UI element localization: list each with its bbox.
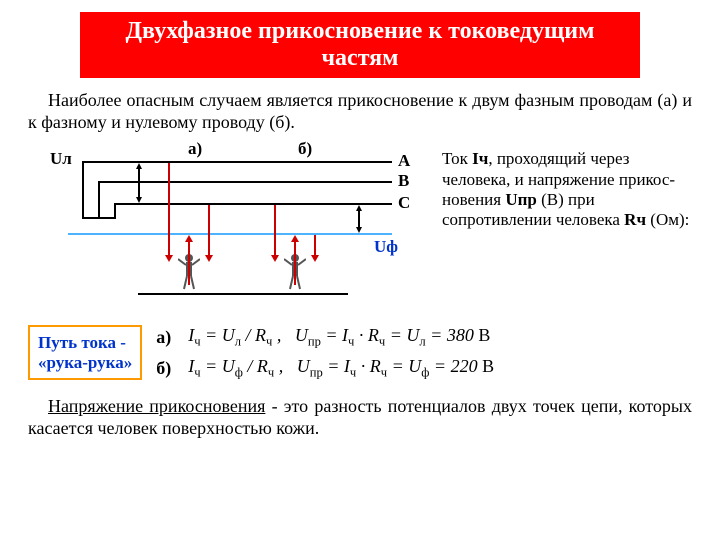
arrow-b-right <box>314 235 316 257</box>
path-l1: Путь тока - <box>38 333 132 353</box>
label-a: а) <box>188 139 202 159</box>
formula-a-eq: Iч = Uл / Rч , Uпр = Iч · Rч = Uл = 380 … <box>188 325 490 350</box>
side-p4: (Ом): <box>646 210 689 229</box>
path-l2: «рука-рука» <box>38 353 132 373</box>
formulas: а) Iч = Uл / Rч , Uпр = Iч · Rч = Uл = 3… <box>156 325 692 386</box>
wire-c <box>114 203 392 205</box>
dim-uf-up <box>356 205 362 211</box>
dim-ul-up <box>136 163 142 169</box>
wire-b <box>98 181 392 183</box>
definition-term: Напряжение прикосновения <box>48 396 265 416</box>
label-b: б) <box>298 139 312 159</box>
arrow-b-up-head <box>291 235 299 242</box>
definition: Напряжение прикосновения - это разность … <box>28 396 692 439</box>
formula-b: б) Iч = Uф / Rч , Uпр = Iч · Rч = Uф = 2… <box>156 356 692 381</box>
arrow-b-left <box>274 205 276 257</box>
arrow-a-up-head <box>185 235 193 242</box>
arrow-a-right-head <box>205 255 213 262</box>
arrow-a-left-head <box>165 255 173 262</box>
formulas-row: Путь тока - «рука-рука» а) Iч = Uл / Rч … <box>28 325 692 386</box>
label-ul: Uл <box>50 149 72 169</box>
arrow-b-left-head <box>271 255 279 262</box>
side-text: Ток Iч, проходящий через человека, и нап… <box>442 145 692 315</box>
arrow-a-right <box>208 205 210 257</box>
arrow-a-up <box>188 241 190 285</box>
formula-a-tag: а) <box>156 327 180 348</box>
wire-drop-b <box>98 181 100 217</box>
dim-ul-down <box>136 197 142 203</box>
label-C: C <box>398 193 410 213</box>
side-ich: Iч <box>472 149 488 168</box>
path-box: Путь тока - «рука-рука» <box>28 325 142 380</box>
label-uf: Uф <box>374 237 398 257</box>
side-p1: Ток <box>442 149 472 168</box>
side-upr: Uпр <box>505 190 537 209</box>
side-rch: Rч <box>624 210 646 229</box>
circuit-diagram: Uл а) б) A B C Uф <box>28 145 428 315</box>
dim-ul <box>138 165 140 199</box>
dim-uf-down <box>356 227 362 233</box>
arrow-a-left <box>168 163 170 257</box>
arrow-b-up <box>294 241 296 285</box>
wire-a <box>82 161 392 163</box>
formula-b-eq: Iч = Uф / Rч , Uпр = Iч · Rч = Uф = 220 … <box>188 356 494 381</box>
label-A: A <box>398 151 410 171</box>
wire-drop-c <box>114 203 116 217</box>
formula-a: а) Iч = Uл / Rч , Uпр = Iч · Rч = Uл = 3… <box>156 325 692 350</box>
floor-line <box>138 293 348 295</box>
wire-drop-a <box>82 161 84 217</box>
ground-line <box>68 233 392 235</box>
formula-b-tag: б) <box>156 358 180 379</box>
mid-section: Uл а) б) A B C Uф <box>28 145 692 315</box>
intro-text: Наиболее опасным случаем является прикос… <box>28 90 692 133</box>
label-B: B <box>398 171 409 191</box>
wire-bottom-stub <box>82 217 116 219</box>
page-title: Двухфазное прикосновение к токоведущим ч… <box>80 12 640 78</box>
arrow-b-right-head <box>311 255 319 262</box>
